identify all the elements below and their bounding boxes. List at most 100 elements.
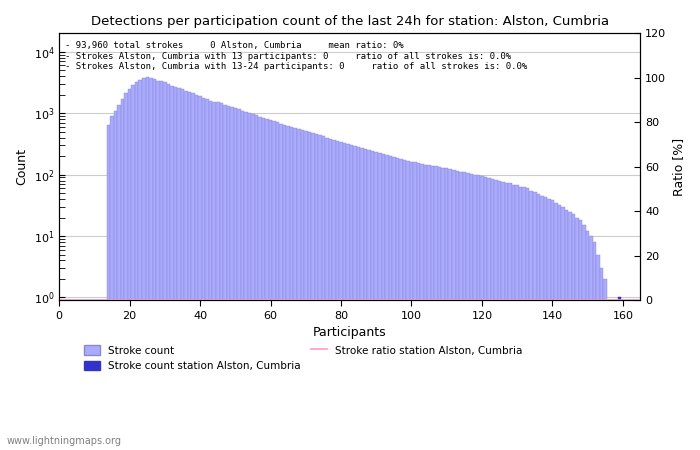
Bar <box>600 268 603 450</box>
Bar <box>209 101 213 450</box>
Bar <box>354 146 357 450</box>
Bar <box>374 152 378 450</box>
Bar <box>163 82 167 450</box>
Bar <box>508 184 512 450</box>
Bar <box>371 151 374 450</box>
Bar <box>416 163 420 450</box>
Bar <box>237 109 241 450</box>
Bar <box>251 114 255 450</box>
Bar <box>184 91 188 450</box>
Bar <box>551 200 554 450</box>
Bar <box>213 102 216 450</box>
Bar <box>427 165 431 450</box>
Bar <box>255 116 258 450</box>
Bar <box>406 161 410 450</box>
Bar <box>283 125 286 450</box>
Bar <box>340 142 343 450</box>
Bar <box>258 117 262 450</box>
Bar <box>223 105 227 450</box>
Bar <box>191 94 195 450</box>
Bar <box>326 138 329 450</box>
Bar <box>156 81 160 450</box>
Bar <box>494 180 498 450</box>
Bar <box>107 125 111 450</box>
Bar <box>547 199 551 450</box>
Bar <box>248 113 251 450</box>
Y-axis label: Ratio [%]: Ratio [%] <box>672 138 685 196</box>
Bar <box>329 139 332 450</box>
Bar <box>118 105 121 450</box>
Bar <box>586 231 589 450</box>
Bar <box>445 168 449 450</box>
Bar <box>318 135 322 450</box>
Text: - 93,960 total strokes     0 Alston, Cumbria     mean ratio: 0%
- Strokes Alston: - 93,960 total strokes 0 Alston, Cumbria… <box>65 41 527 71</box>
Title: Detections per participation count of the last 24h for station: Alston, Cumbria: Detections per participation count of th… <box>91 15 609 28</box>
Bar <box>181 89 184 450</box>
Bar <box>276 122 279 450</box>
Bar <box>304 130 307 450</box>
Bar <box>262 118 265 450</box>
Bar <box>484 177 487 450</box>
Bar <box>314 134 318 450</box>
Bar <box>420 164 424 450</box>
Bar <box>558 205 561 450</box>
Bar <box>452 170 456 450</box>
Bar <box>561 207 565 450</box>
Bar <box>177 88 181 450</box>
Bar <box>111 116 114 450</box>
Bar <box>477 176 480 450</box>
Bar <box>544 197 547 450</box>
Bar <box>290 127 293 450</box>
Bar <box>389 156 392 450</box>
Bar <box>135 82 139 450</box>
Bar <box>395 158 399 450</box>
Bar <box>572 214 575 450</box>
Bar <box>205 99 209 450</box>
Bar <box>216 103 220 450</box>
Bar <box>336 141 340 450</box>
Bar <box>402 160 406 450</box>
Bar <box>220 104 223 450</box>
Bar <box>456 171 459 450</box>
Bar <box>399 159 402 450</box>
Bar <box>286 126 290 450</box>
Bar <box>297 129 300 450</box>
Bar <box>536 194 540 450</box>
Bar <box>431 166 435 450</box>
Bar <box>512 184 515 450</box>
Bar <box>466 173 470 450</box>
Bar <box>198 96 202 450</box>
Bar <box>167 84 170 450</box>
Bar <box>128 89 132 450</box>
Bar <box>241 111 244 450</box>
Bar <box>505 183 508 450</box>
Bar <box>368 150 371 450</box>
Bar <box>382 154 385 450</box>
Bar <box>554 202 558 450</box>
Bar <box>480 176 484 450</box>
Bar <box>244 112 248 450</box>
Bar <box>170 86 174 450</box>
Bar <box>473 175 477 450</box>
Bar <box>593 242 596 450</box>
Bar <box>533 192 536 450</box>
Bar <box>515 185 519 450</box>
Bar <box>424 165 427 450</box>
Bar <box>195 95 198 450</box>
Bar <box>311 133 314 450</box>
Bar <box>125 94 128 450</box>
Bar <box>332 140 336 450</box>
Bar <box>568 212 572 450</box>
Bar <box>269 120 272 450</box>
Bar <box>350 145 354 450</box>
Y-axis label: Count: Count <box>15 148 28 185</box>
Bar <box>322 136 326 450</box>
Bar <box>202 98 205 450</box>
Bar <box>272 121 276 450</box>
Bar <box>114 111 118 450</box>
Bar <box>438 167 442 450</box>
Bar <box>188 92 191 450</box>
Bar <box>540 196 544 450</box>
Bar <box>132 85 135 450</box>
Bar <box>343 143 346 450</box>
